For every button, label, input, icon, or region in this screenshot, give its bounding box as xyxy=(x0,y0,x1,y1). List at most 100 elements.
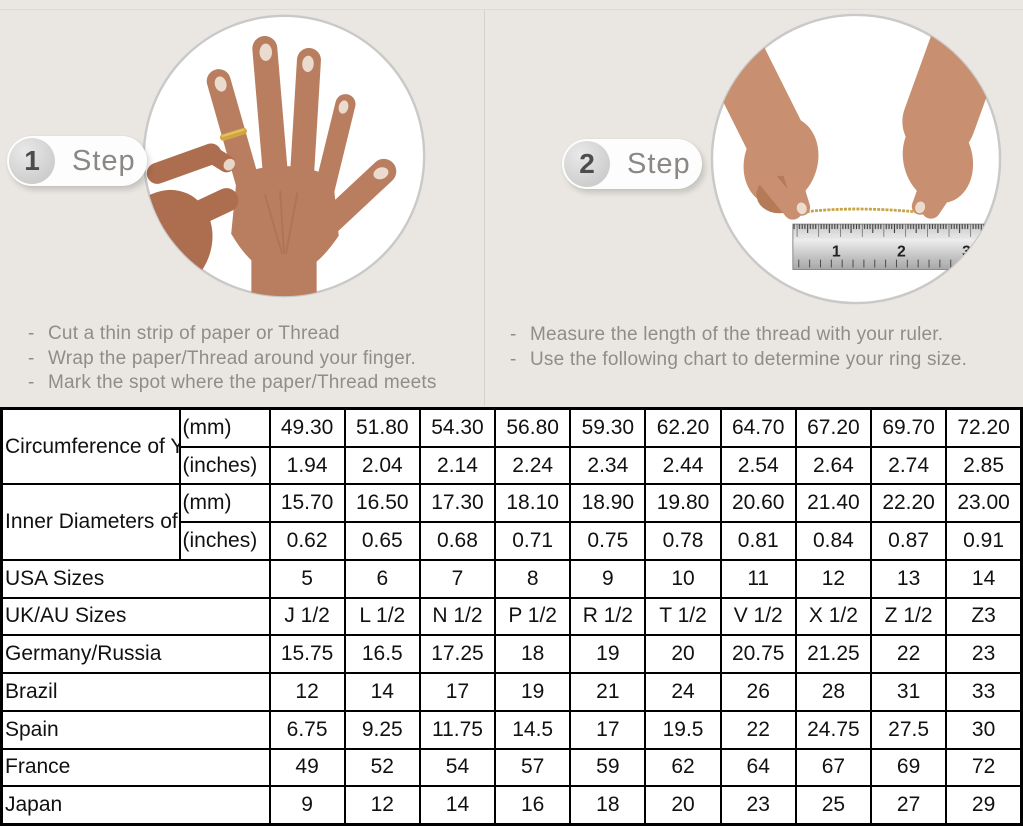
size-value: 23.00 xyxy=(945,483,1023,524)
size-value: 24 xyxy=(644,672,722,712)
size-value: 9 xyxy=(569,558,647,599)
size-value: 2.44 xyxy=(644,445,722,486)
size-value: 0.75 xyxy=(569,521,647,561)
steps-section: 1 2 3 xyxy=(0,0,1023,407)
size-chart-body: Circumference of Your Finger(mm)49.3051.… xyxy=(0,407,1023,826)
size-value: 72 xyxy=(945,747,1023,788)
size-value: 0.62 xyxy=(268,521,346,561)
size-value: 2.24 xyxy=(494,445,572,486)
step2-badge: 2 Step xyxy=(562,139,702,189)
size-value: 17 xyxy=(569,709,647,750)
size-value: 19.80 xyxy=(644,483,722,524)
ruler-number: 1 xyxy=(832,244,841,261)
size-value: 31 xyxy=(869,672,948,712)
instruction-text: Mark the spot where the paper/Thread mee… xyxy=(48,372,437,393)
size-value: 12 xyxy=(343,785,421,826)
size-value: 13 xyxy=(869,558,948,599)
row-label: Japan xyxy=(0,785,271,826)
size-value: 8 xyxy=(494,558,572,599)
size-value: 69.70 xyxy=(869,407,948,448)
table-row: (inches) 0.62 0.65 0.68 0.71 0.75 0.78 0.81 0.84… xyxy=(2,521,1023,561)
size-value: 23 xyxy=(719,785,797,826)
size-value: 18 xyxy=(569,785,647,826)
table-row: Spain 6.75 9.25 11.75 14.5 17 19.5 22 24.75 27.5 3… xyxy=(0,709,1023,750)
size-value: 10 xyxy=(644,558,722,599)
size-value: 2.85 xyxy=(945,445,1023,486)
table-row: (inches) 1.94 2.04 2.14 2.24 2.34 2.44 2.54 2.64… xyxy=(2,445,1023,486)
size-value: L 1/2 xyxy=(343,596,421,637)
hand-with-thread-icon xyxy=(142,14,426,298)
size-value: 9 xyxy=(268,785,346,826)
bullet-dash: - xyxy=(28,372,35,393)
table-row: UK/AU Sizes J 1/2 L 1/2 N 1/2 P 1/2 R 1/2 T 1/… xyxy=(0,596,1023,637)
instruction-line: - Measure the length of the thread with … xyxy=(510,323,967,347)
step2-number-circle: 2 xyxy=(564,141,610,187)
size-value: 20.60 xyxy=(719,483,797,524)
step1-badge: 1 Step xyxy=(7,136,147,186)
bullet-dash: - xyxy=(510,348,517,370)
instruction-line: - Use the following chart to determine y… xyxy=(510,348,967,372)
size-value: 14 xyxy=(343,672,421,712)
table-row: Circumference of Your Finger(mm)49.3051.… xyxy=(0,407,1023,486)
size-value: 11 xyxy=(719,558,797,599)
row-label: Germany/Russia xyxy=(0,634,271,675)
size-value: 25 xyxy=(794,785,873,826)
size-value: 16.50 xyxy=(343,483,421,524)
size-value: 0.81 xyxy=(719,521,797,561)
step2-label: Step xyxy=(627,147,691,180)
size-value: 16.5 xyxy=(343,634,421,675)
size-value: 52 xyxy=(343,747,421,788)
unit-label: (inches) xyxy=(178,521,271,561)
row-label: Brazil xyxy=(0,672,271,712)
step1-number-circle: 1 xyxy=(9,138,55,184)
size-value: 21.40 xyxy=(794,483,873,524)
instruction-text: Wrap the paper/Thread around your finger… xyxy=(48,347,417,369)
size-value: 2.14 xyxy=(418,445,497,486)
instruction-line: - Wrap the paper/Thread around your fing… xyxy=(28,347,437,371)
size-value: 17.25 xyxy=(418,634,497,675)
instruction-line: - Mark the spot where the paper/Thread m… xyxy=(28,371,437,395)
size-value: 26 xyxy=(719,672,797,712)
unit-label: (inches) xyxy=(178,445,271,486)
unit-label: (mm) xyxy=(178,407,271,448)
size-value: 14 xyxy=(418,785,497,826)
size-value: 72.20 xyxy=(945,407,1023,448)
size-value: 56.80 xyxy=(494,407,572,448)
size-value: Z 1/2 xyxy=(869,596,948,637)
instruction-line: - Cut a thin strip of paper or Thread xyxy=(28,322,437,346)
size-value: 6 xyxy=(343,558,421,599)
size-value: 64.70 xyxy=(719,407,797,448)
row-label: Spain xyxy=(0,709,271,750)
size-value: X 1/2 xyxy=(794,596,873,637)
size-value: 22 xyxy=(719,709,797,750)
table-row: Brazil 12 14 17 19 21 24 26 28 31 33 xyxy=(0,672,1023,712)
size-value: 67.20 xyxy=(794,407,873,448)
ring-size-conversion-table: Circumference of Your Finger(mm)49.3051.… xyxy=(0,407,1023,826)
size-value: P 1/2 xyxy=(494,596,572,637)
size-value: 29 xyxy=(945,785,1023,826)
step1-instructions: - Cut a thin strip of paper or Thread - … xyxy=(28,322,437,395)
size-value: 62 xyxy=(644,747,722,788)
column-divider xyxy=(484,10,485,406)
size-value: 62.20 xyxy=(644,407,722,448)
row-group-label: Inner Diameters of Rings xyxy=(0,483,181,561)
size-value: 27.5 xyxy=(869,709,948,750)
size-value: 19 xyxy=(569,634,647,675)
instruction-text: Cut a thin strip of paper or Thread xyxy=(48,323,340,344)
table-row: USA Sizes 5 6 7 8 9 10 11 12 13 14 xyxy=(0,558,1023,599)
size-value: 59.30 xyxy=(569,407,647,448)
size-value: 18 xyxy=(494,634,572,675)
size-value: 22.20 xyxy=(869,483,948,524)
row-group-label: Circumference of Your Finger xyxy=(0,407,181,486)
size-value: 57 xyxy=(494,747,572,788)
size-value: 27 xyxy=(869,785,948,826)
size-value: 24.75 xyxy=(794,709,873,750)
size-value: 51.80 xyxy=(343,407,421,448)
size-value: 11.75 xyxy=(418,709,497,750)
size-value: 18.90 xyxy=(569,483,647,524)
size-value: 5 xyxy=(268,558,346,599)
size-value: 12 xyxy=(268,672,346,712)
size-value: 2.54 xyxy=(719,445,797,486)
bullet-dash: - xyxy=(28,323,35,344)
